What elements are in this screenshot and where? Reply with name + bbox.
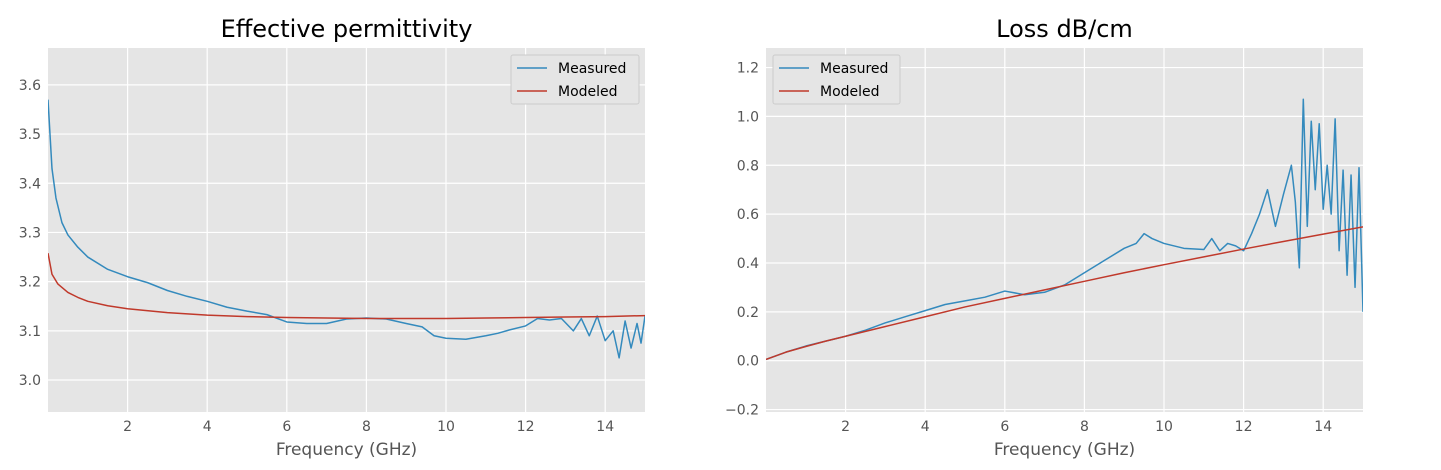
permittivity-chart-title: Effective permittivity — [221, 15, 473, 43]
loss-x-tick-label: 12 — [1235, 419, 1253, 435]
loss-gridlines — [766, 48, 1363, 412]
loss-x-tick-label: 2 — [841, 419, 850, 435]
permittivity-legend-label: Measured — [558, 61, 626, 77]
permittivity-legend-label: Modeled — [558, 84, 618, 100]
permittivity-x-axis-label: Frequency (GHz) — [276, 440, 417, 460]
permittivity-series-measured-line — [48, 99, 645, 359]
loss-series-measured-line — [766, 98, 1363, 361]
loss-x-tick-label: 4 — [921, 419, 930, 435]
loss-y-tick-label: −0.2 — [725, 403, 759, 419]
permittivity-x-tick-label: 4 — [203, 419, 212, 435]
permittivity-y-tick-label: 3.6 — [19, 78, 41, 94]
loss-y-tick-label: 0.8 — [737, 158, 759, 174]
loss-y-tick-label: 0.2 — [737, 305, 759, 321]
permittivity-legend: Measured Modeled — [510, 54, 640, 105]
loss-y-tick-label: 1.0 — [737, 109, 759, 125]
permittivity-y-tick-label: 3.4 — [19, 176, 41, 192]
loss-legend-label: Measured — [820, 61, 888, 77]
permittivity-x-tick-label: 14 — [596, 419, 614, 435]
loss-chart: 2 4 6 8 10 12 14 −0.2 0.0 0.2 0.4 0.6 0.8 1.0 1.2 Loss… — [725, 15, 1363, 460]
loss-x-tick-label: 6 — [1000, 419, 1009, 435]
permittivity-series — [48, 99, 645, 359]
permittivity-x-tick-label: 2 — [123, 419, 132, 435]
loss-y-tick-label: 0.4 — [737, 256, 759, 272]
loss-legend: Measured Modeled — [772, 54, 901, 105]
permittivity-y-tick-label: 3.3 — [19, 225, 41, 241]
loss-chart-title: Loss dB/cm — [996, 15, 1133, 43]
permittivity-y-tick-label: 3.5 — [19, 127, 41, 143]
permittivity-chart: 2 4 6 8 10 12 14 3.0 3.1 3.2 3.3 3.4 3.5 3.6 Effectiv… — [19, 15, 645, 460]
loss-y-tick-label: 0.6 — [737, 207, 759, 223]
loss-y-tick-label: 0.0 — [737, 354, 759, 370]
permittivity-y-tick-label: 3.2 — [19, 275, 41, 291]
loss-tick-labels: 2 4 6 8 10 12 14 −0.2 0.0 0.2 0.4 0.6 0.8 1.0 1.2 — [725, 61, 1332, 435]
permittivity-x-tick-label: 6 — [282, 419, 291, 435]
permittivity-series-modeled-line — [48, 252, 645, 320]
permittivity-x-tick-label: 8 — [362, 419, 371, 435]
loss-x-tick-label: 14 — [1314, 419, 1332, 435]
permittivity-y-tick-label: 3.0 — [19, 373, 41, 389]
loss-y-tick-label: 1.2 — [737, 61, 759, 77]
loss-legend-label: Modeled — [820, 84, 880, 100]
loss-x-axis-label: Frequency (GHz) — [994, 440, 1135, 460]
permittivity-gridlines — [48, 48, 645, 412]
loss-series — [766, 98, 1363, 361]
loss-plot-area — [766, 48, 1363, 412]
permittivity-tick-labels: 2 4 6 8 10 12 14 3.0 3.1 3.2 3.3 3.4 3.5 3.6 — [19, 78, 614, 435]
permittivity-plot-area — [48, 48, 645, 412]
permittivity-x-tick-label: 10 — [437, 419, 455, 435]
permittivity-y-tick-label: 3.1 — [19, 324, 41, 340]
loss-x-tick-label: 10 — [1155, 419, 1173, 435]
loss-x-tick-label: 8 — [1080, 419, 1089, 435]
permittivity-x-tick-label: 12 — [517, 419, 535, 435]
loss-series-modeled-line — [766, 226, 1363, 361]
